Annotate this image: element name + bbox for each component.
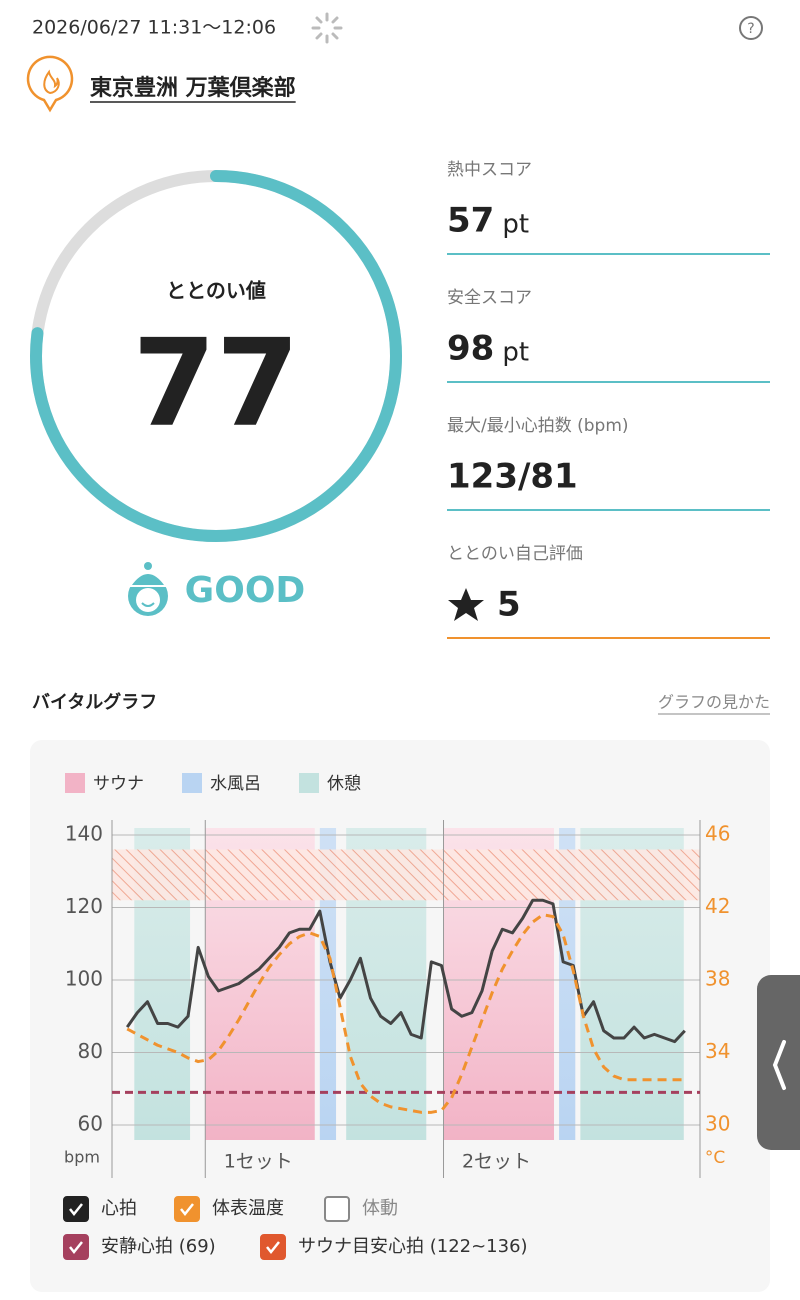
y2-tick-label: 38 bbox=[705, 967, 730, 991]
check-mark bbox=[180, 1203, 194, 1217]
gauge-arc bbox=[30, 170, 402, 542]
score-value: 98 bbox=[447, 329, 494, 369]
y-tick-label: 120 bbox=[65, 894, 103, 918]
score-unit: pt bbox=[502, 210, 529, 240]
heart-rate-line bbox=[125, 898, 686, 1044]
zone-legend-swatch bbox=[299, 773, 319, 793]
legend-label: 安静心拍 (69) bbox=[101, 1236, 216, 1257]
check-mark bbox=[69, 1241, 83, 1255]
venue-name: 東京豊洲 万葉倶楽部 bbox=[90, 75, 296, 101]
score-value: 5 bbox=[497, 585, 521, 625]
y-axis-unit: bpm bbox=[64, 1148, 100, 1167]
legend-checkbox[interactable] bbox=[63, 1196, 89, 1222]
check-mark bbox=[69, 1203, 83, 1217]
y-tick-label: 60 bbox=[78, 1112, 103, 1136]
y2-tick-label: 30 bbox=[705, 1112, 730, 1136]
score-label: 安全スコア bbox=[447, 288, 532, 308]
legend-checkbox[interactable] bbox=[174, 1196, 200, 1222]
rating: GOOD bbox=[185, 570, 306, 611]
score-label: 熱中スコア bbox=[447, 160, 532, 180]
legend-label: サウナ目安心拍 (122~136) bbox=[298, 1236, 528, 1257]
good-icon bbox=[128, 562, 168, 616]
star-icon bbox=[448, 588, 484, 621]
y2-tick-label: 34 bbox=[705, 1039, 730, 1063]
temperature-line bbox=[126, 913, 685, 1114]
legend-label: 体動 bbox=[362, 1198, 398, 1219]
zone-legend-swatch bbox=[182, 773, 202, 793]
target-hr-band bbox=[112, 849, 700, 901]
datetime: 2026/06/27 11:31～12:06 bbox=[32, 17, 276, 39]
legend-label: 体表温度 bbox=[212, 1198, 284, 1219]
zone bbox=[559, 828, 576, 1140]
gauge-label: ととのい値 bbox=[166, 279, 266, 303]
y2-axis-unit: °C bbox=[705, 1148, 725, 1168]
legend-checkbox[interactable] bbox=[324, 1196, 350, 1222]
zone-legend-label: 休憩 bbox=[327, 774, 361, 794]
svg-text:?: ? bbox=[747, 21, 754, 37]
gauge-value: 77 bbox=[133, 315, 300, 454]
zone-legend-label: サウナ bbox=[93, 774, 144, 794]
zone bbox=[319, 828, 337, 1140]
help-button[interactable]: ? bbox=[739, 16, 763, 40]
y2-tick-label: 42 bbox=[705, 894, 730, 918]
y-tick-label: 140 bbox=[65, 822, 103, 846]
set-label: 1セット bbox=[224, 1151, 293, 1173]
zone-legend-swatch bbox=[65, 773, 85, 793]
vital-title: バイタルグラフ bbox=[32, 691, 157, 713]
score-value: 123/81 bbox=[447, 457, 578, 497]
set-label: 2セット bbox=[462, 1151, 531, 1173]
spinner bbox=[311, 12, 343, 44]
y2-tick-label: 46 bbox=[705, 822, 730, 846]
score-value: 57 bbox=[447, 201, 494, 241]
score-label: 最大/最小心拍数 (bpm) bbox=[447, 416, 629, 436]
y-tick-label: 80 bbox=[78, 1039, 103, 1063]
score-label: ととのい自己評価 bbox=[447, 544, 583, 564]
legend-label: 心拍 bbox=[101, 1198, 137, 1219]
score-unit: pt bbox=[502, 338, 529, 368]
graph-help-link[interactable]: グラフの見かた bbox=[658, 693, 770, 712]
venue-icon bbox=[26, 55, 74, 113]
y-tick-label: 100 bbox=[65, 967, 103, 991]
zone-legend-label: 水風呂 bbox=[210, 774, 261, 794]
side-tab[interactable] bbox=[757, 975, 800, 1150]
check-mark bbox=[266, 1241, 280, 1255]
legend-checkbox[interactable] bbox=[63, 1234, 89, 1260]
legend-checkbox[interactable] bbox=[260, 1234, 286, 1260]
